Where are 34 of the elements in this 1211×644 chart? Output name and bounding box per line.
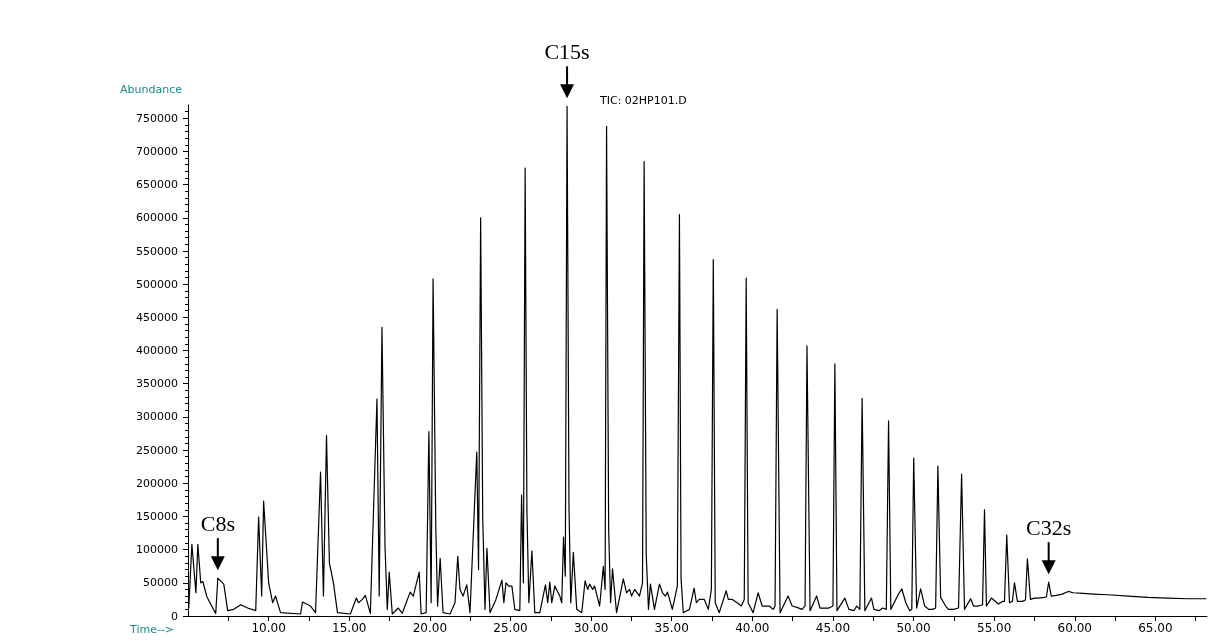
y-tick-label: 550000 <box>136 244 178 258</box>
y-tick-label: 0 <box>171 609 178 623</box>
x-tick-label: 65.00 <box>1138 621 1173 635</box>
y-tick-label: 750000 <box>136 111 178 125</box>
y-tick-label: 200000 <box>136 476 178 490</box>
y-tick-label: 700000 <box>136 144 178 158</box>
y-tick-label: 500000 <box>136 277 178 291</box>
x-tick-label: 10.00 <box>251 621 286 635</box>
x-tick-label: 25.00 <box>493 621 528 635</box>
y-tick-label: 400000 <box>136 344 178 358</box>
x-tick-label: 35.00 <box>654 621 689 635</box>
x-tick-label: 50.00 <box>896 621 931 635</box>
x-tick-label: 15.00 <box>332 621 367 635</box>
y-tick-label: 250000 <box>136 443 178 457</box>
y-tick-label: 300000 <box>136 410 178 424</box>
x-tick-label: 55.00 <box>976 621 1012 635</box>
y-axis-title: Abundance <box>120 83 183 96</box>
y-tick-label: 150000 <box>136 509 178 523</box>
y-tick-label: 600000 <box>136 211 178 225</box>
x-tick-label: 45.00 <box>815 621 851 635</box>
x-tick-label: 40.00 <box>735 621 770 635</box>
x-tick-label: 60.00 <box>1057 621 1092 635</box>
x-axis-title: Time--> <box>129 623 175 636</box>
y-tick-label: 350000 <box>136 377 178 391</box>
annotation: C8s <box>200 510 235 536</box>
chart-title: TIC: 02HP101.D <box>599 94 687 107</box>
x-tick-label: 30.00 <box>573 621 609 635</box>
y-tick-label: 50000 <box>143 576 178 590</box>
annotation: C15s <box>544 38 590 64</box>
x-tick-label: 20.00 <box>412 621 448 635</box>
y-tick-label: 100000 <box>136 543 178 557</box>
annotation: C32s <box>1026 514 1072 540</box>
y-tick-label: 450000 <box>136 310 178 324</box>
y-tick-label: 650000 <box>136 178 178 192</box>
